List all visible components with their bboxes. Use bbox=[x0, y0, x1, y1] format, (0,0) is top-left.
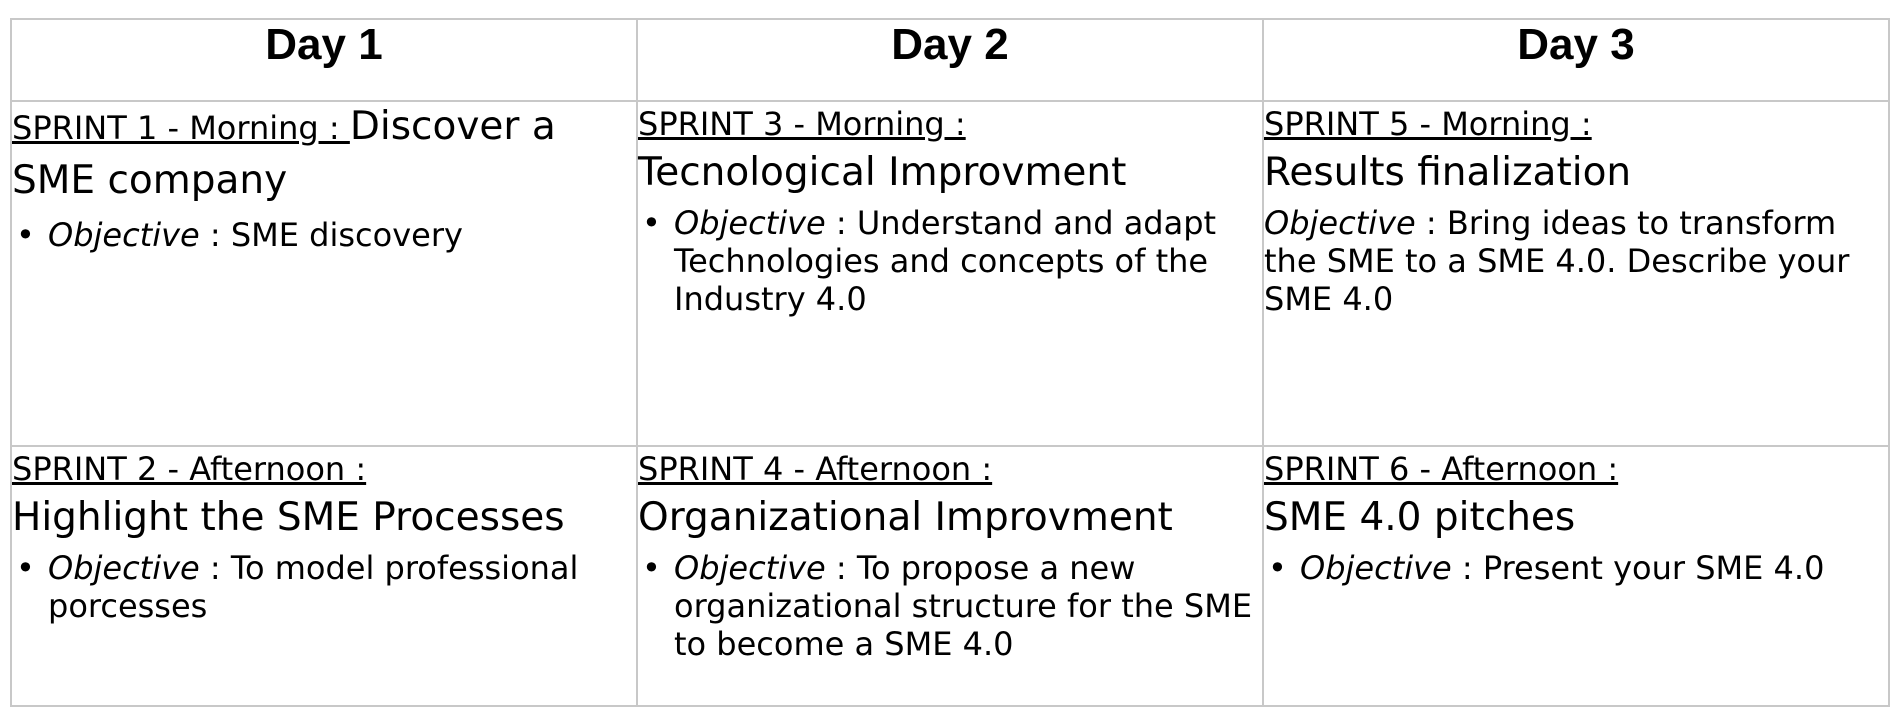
objective-label: Objective bbox=[674, 204, 826, 242]
sprint-4-cell: SPRINT 4 - Afternoon : Organizational Im… bbox=[636, 445, 1264, 707]
objective-text: : To model professional porcesses bbox=[48, 549, 579, 625]
bullet-icon: • bbox=[1268, 549, 1287, 587]
sprint-5-label: SPRINT 5 - Morning : bbox=[1264, 105, 1592, 143]
objective-text: : Understand and adapt Technologies and … bbox=[674, 204, 1217, 318]
objective-text: : Bring ideas to transform the SME to a … bbox=[1264, 204, 1850, 318]
sprint-2-title: Highlight the SME Processes bbox=[12, 495, 565, 540]
sprint-5-title: Results finalization bbox=[1264, 150, 1632, 195]
sprint-2-cell: SPRINT 2 - Afternoon : Highlight the SME… bbox=[10, 445, 638, 707]
sprint-5-cell: SPRINT 5 - Morning : Results finalizatio… bbox=[1262, 100, 1890, 447]
day-2-header: Day 2 bbox=[636, 18, 1264, 102]
sprint-4-title: Organizational Improvment bbox=[638, 495, 1173, 540]
bullet-icon: • bbox=[642, 204, 661, 242]
bullet-icon: • bbox=[16, 216, 35, 254]
objective-label: Objective bbox=[674, 549, 826, 587]
sprint-6-title: SME 4.0 pitches bbox=[1264, 495, 1576, 540]
sprint-2-objective: • Objective : To model professional porc… bbox=[12, 549, 636, 625]
sprint-3-objective: • Objective : Understand and adapt Techn… bbox=[638, 204, 1262, 318]
sprint-3-title: Tecnological Improvment bbox=[638, 150, 1127, 195]
sprint-6-cell: SPRINT 6 - Afternoon : SME 4.0 pitches •… bbox=[1262, 445, 1890, 707]
sprint-4-label: SPRINT 4 - Afternoon : bbox=[638, 450, 993, 488]
sprint-4-objective: • Objective : To propose a new organizat… bbox=[638, 549, 1262, 663]
sprint-3-label: SPRINT 3 - Morning : bbox=[638, 105, 966, 143]
sprint-6-objective: • Objective : Present your SME 4.0 bbox=[1264, 549, 1888, 587]
sprint-1-label: SPRINT 1 - Morning : bbox=[12, 109, 350, 147]
bullet-icon: • bbox=[16, 549, 35, 587]
objective-label: Objective bbox=[48, 216, 200, 254]
objective-label: Objective bbox=[1264, 204, 1416, 242]
objective-label: Objective bbox=[48, 549, 200, 587]
sprint-1-heading: SPRINT 1 - Morning : Discover a SME comp… bbox=[12, 102, 636, 210]
day-3-header: Day 3 bbox=[1262, 18, 1890, 102]
sprint-5-objective: Objective : Bring ideas to transform the… bbox=[1264, 204, 1888, 318]
objective-text: : Present your SME 4.0 bbox=[1451, 549, 1825, 587]
sprint-6-label: SPRINT 6 - Afternoon : bbox=[1264, 450, 1619, 488]
sprint-schedule-table: Day 1 Day 2 Day 3 SPRINT 1 - Morning : D… bbox=[10, 18, 1890, 707]
sprint-3-cell: SPRINT 3 - Morning : Tecnological Improv… bbox=[636, 100, 1264, 447]
sprint-1-objective: • Objective : SME discovery bbox=[12, 216, 636, 254]
objective-text: : SME discovery bbox=[199, 216, 463, 254]
bullet-icon: • bbox=[642, 549, 661, 587]
day-1-header: Day 1 bbox=[10, 18, 638, 102]
header-row: Day 1 Day 2 Day 3 bbox=[10, 18, 1890, 102]
objective-text: : To propose a new organizational struct… bbox=[674, 549, 1253, 663]
sprint-2-label: SPRINT 2 - Afternoon : bbox=[12, 450, 367, 488]
afternoon-row: SPRINT 2 - Afternoon : Highlight the SME… bbox=[10, 445, 1890, 707]
sprint-1-cell: SPRINT 1 - Morning : Discover a SME comp… bbox=[10, 100, 638, 447]
objective-label: Objective bbox=[1300, 549, 1452, 587]
morning-row: SPRINT 1 - Morning : Discover a SME comp… bbox=[10, 100, 1890, 447]
sprint-1-title: Discover a SME company bbox=[12, 104, 556, 203]
